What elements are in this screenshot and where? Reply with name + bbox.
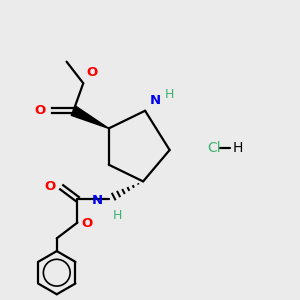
Text: O: O [86,66,98,79]
Text: O: O [44,180,56,193]
Text: H: H [165,88,174,101]
Text: O: O [81,217,92,230]
Text: H: H [113,209,122,222]
Polygon shape [71,106,109,128]
Text: N: N [92,194,103,207]
Text: Cl: Cl [207,141,220,155]
Text: O: O [35,104,46,117]
Text: N: N [150,94,161,107]
Text: H: H [232,141,243,155]
